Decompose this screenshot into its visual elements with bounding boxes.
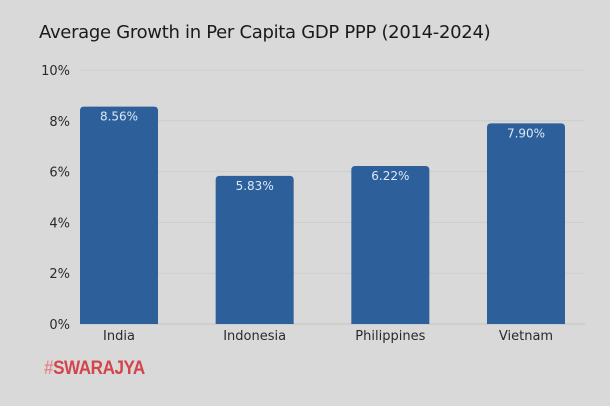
x-tick-label: Philippines	[355, 329, 425, 344]
y-tick-label: 0%	[49, 318, 70, 333]
y-tick-label: 6%	[49, 166, 70, 181]
brand-hash: #	[44, 358, 54, 379]
brand-name: SWARAJYA	[53, 358, 145, 379]
bar	[215, 175, 294, 324]
y-tick-label: 2%	[49, 267, 70, 282]
y-tick-label: 10%	[41, 64, 70, 79]
brand-logo: #SWARAJYA	[44, 358, 145, 380]
x-tick-label: Vietnam	[499, 329, 553, 344]
bar	[80, 106, 158, 325]
bars: 8.56% 5.83% 6.22% 7.90%	[80, 106, 565, 325]
bar-data-label: 6.22%	[371, 169, 409, 183]
y-tick-label: 8%	[49, 115, 70, 130]
bar-data-label: 8.56%	[100, 110, 138, 124]
bar	[487, 123, 565, 324]
bar-data-label: 5.83%	[236, 179, 274, 193]
x-axis-ticks: India Indonesia Philippines Vietnam	[103, 329, 553, 344]
y-tick-label: 4%	[49, 216, 70, 231]
bar-data-label: 7.90%	[507, 126, 545, 140]
x-tick-label: Indonesia	[223, 329, 286, 344]
chart-title: Average Growth in Per Capita GDP PPP (20…	[39, 22, 491, 43]
bar	[351, 166, 430, 324]
y-axis-ticks: 0% 2% 4% 6% 8% 10%	[41, 64, 70, 333]
x-tick-label: India	[103, 329, 135, 344]
